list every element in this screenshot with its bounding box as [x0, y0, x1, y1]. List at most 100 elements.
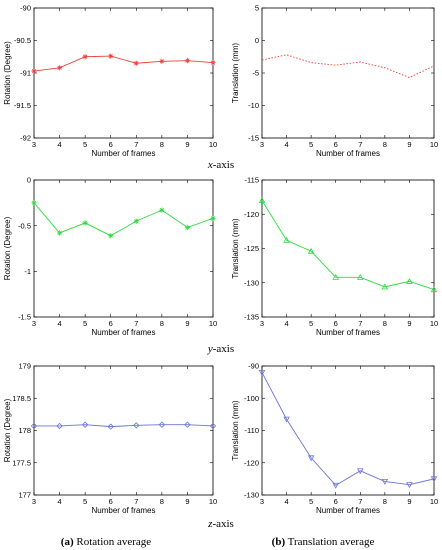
row-caption-z: z-axis: [207, 518, 234, 530]
plot-area: [33, 179, 214, 318]
x-tick-label: 10: [430, 140, 438, 149]
x-axis-label: Number of frames: [91, 328, 155, 337]
chart-x-rot: 3 4 5 6 7 8 9 10 -92 -91.5 -91 -90.5 -90 Number of fr…: [3, 4, 217, 158]
data-point: [133, 60, 139, 66]
y-tick-label: -135: [244, 313, 259, 322]
series-line: [34, 424, 214, 428]
y-axis-label: Translation (mm): [231, 400, 240, 460]
y-tick-label: -90.5: [14, 36, 31, 45]
data-point: [357, 273, 364, 280]
y-tick-label: 5: [255, 4, 259, 13]
data-point: [108, 53, 114, 59]
x-tick-label: 10: [209, 140, 217, 149]
x-tick-label: 7: [134, 140, 138, 149]
x-axis-label: Number of frames: [91, 149, 155, 158]
y-axis-label: Rotation (Degree): [3, 216, 12, 280]
x-tick-label: 5: [83, 319, 87, 328]
data-point: [332, 482, 339, 489]
x-tick-label: 4: [284, 319, 288, 328]
y-tick-label: -5: [252, 69, 259, 78]
series-line: [261, 200, 435, 291]
x-tick-label: 10: [209, 319, 217, 328]
x-tick-label: 3: [32, 319, 36, 328]
y-axis-label: Rotation (Degree): [3, 41, 12, 105]
x-tick-label: 3: [260, 140, 264, 149]
x-tick-label: 5: [309, 497, 313, 506]
y-tick-label: 178: [18, 426, 31, 435]
data-point: [209, 422, 217, 430]
x-tick-label: 3: [32, 140, 36, 149]
data-point: [158, 421, 166, 428]
sub-caption-a: (a) Rotation average: [61, 536, 152, 548]
data-point: [381, 478, 389, 485]
y-tick-label: 0: [255, 36, 259, 45]
row-caption-y: y-axis: [207, 343, 234, 355]
x-tick-label: 4: [57, 497, 61, 506]
y-tick-label: -120: [244, 458, 259, 467]
data-point: [31, 68, 37, 74]
x-tick-label: 9: [407, 140, 411, 149]
x-tick-label: 8: [160, 497, 164, 506]
y-tick-label: 177.5: [12, 458, 31, 467]
data-point: [56, 65, 63, 71]
y-axis-label: Translation (mm): [231, 218, 240, 278]
y-tick-label: -91: [20, 69, 31, 78]
x-tick-label: 6: [334, 140, 338, 149]
data-point: [406, 277, 413, 284]
x-tick-label: 8: [383, 497, 387, 506]
y-tick-label: 0: [27, 176, 31, 185]
x-tick-label: 7: [358, 497, 362, 506]
data-point: [30, 422, 38, 430]
x-tick-label: 10: [209, 497, 217, 506]
data-point: [108, 233, 114, 239]
data-point: [31, 200, 37, 206]
x-tick-label: 6: [334, 319, 338, 328]
y-tick-label: -125: [244, 244, 259, 253]
data-point: [81, 421, 89, 428]
plot-area: [261, 365, 435, 496]
y-tick-label: -1.5: [18, 313, 31, 322]
x-tick-label: 4: [284, 497, 288, 506]
y-tick-label: -10: [248, 101, 259, 110]
y-tick-label: -0.5: [18, 221, 31, 230]
chart-z-rot: 3 4 5 6 7 8 9 10 177 177.5 178 178.5 179 Number of fr…: [3, 362, 217, 515]
x-tick-label: 7: [358, 140, 362, 149]
y-tick-label: -110: [245, 426, 259, 435]
data-point: [82, 54, 88, 60]
data-point: [82, 220, 88, 226]
sub-caption-b: (b) Translation average: [272, 536, 375, 548]
x-tick-label: 6: [109, 497, 113, 506]
chart-y-rot: 3 4 5 6 7 8 9 10 -1.5 -1 -0.5 0 Number of frames Rota…: [3, 176, 217, 337]
data-point: [210, 215, 216, 221]
chart-z-trans: 3 4 5 6 7 8 9 10 -130 -120 -110 -100 -90 Number of fr…: [231, 362, 438, 515]
y-tick-label: -130: [244, 278, 259, 287]
x-tick-label: 7: [358, 319, 362, 328]
series-line: [261, 372, 435, 486]
x-tick-label: 4: [284, 140, 288, 149]
x-tick-label: 9: [407, 497, 411, 506]
data-point: [184, 224, 191, 231]
data-point: [184, 421, 191, 428]
y-axis-label: Rotation (Degree): [3, 398, 12, 462]
y-tick-label: 177: [18, 491, 31, 500]
data-point: [430, 476, 438, 483]
x-tick-label: 6: [334, 497, 338, 506]
x-axis-label: Number of frames: [91, 506, 155, 515]
chart-y-trans: 3 4 5 6 7 8 9 10 -135 -130 -125 -120 -115 Number of f…: [231, 176, 438, 337]
x-tick-label: 9: [407, 319, 411, 328]
data-point: [332, 273, 339, 280]
data-point: [258, 369, 266, 376]
x-tick-label: 3: [260, 319, 264, 328]
x-tick-label: 8: [160, 319, 164, 328]
series-line: [33, 55, 214, 72]
data-point: [133, 218, 139, 224]
x-axis-label: Number of frames: [316, 506, 380, 515]
data-point: [258, 197, 266, 204]
y-tick-label: 178.5: [12, 394, 31, 403]
x-tick-label: 7: [134, 497, 138, 506]
y-tick-label: 179: [18, 362, 31, 371]
x-tick-label: 5: [83, 140, 87, 149]
plot-area: [261, 7, 435, 139]
